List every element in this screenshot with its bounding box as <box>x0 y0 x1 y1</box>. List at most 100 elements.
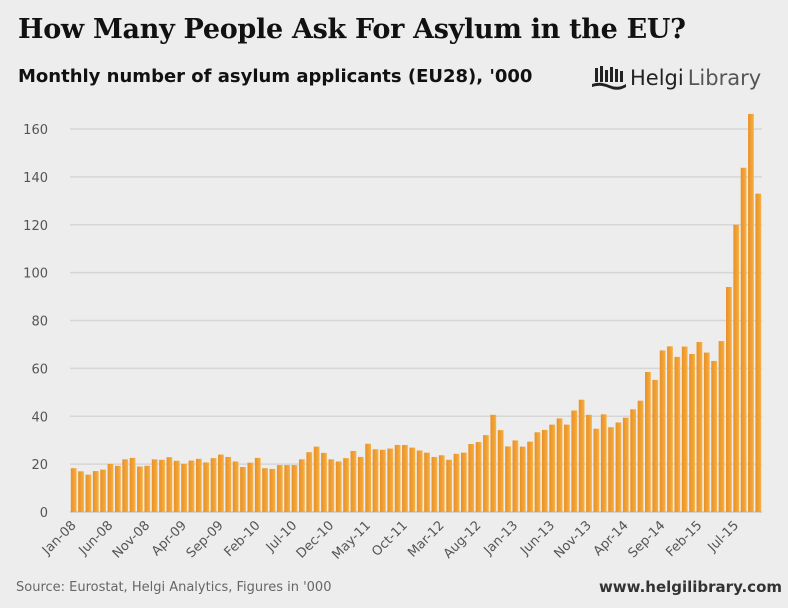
y-tick-label: 100 <box>23 267 48 282</box>
bar <box>652 379 659 512</box>
bar <box>321 452 327 512</box>
y-tick-label: 140 <box>23 171 48 186</box>
bar <box>402 444 408 512</box>
bar <box>372 449 379 512</box>
bar <box>394 444 401 512</box>
bar <box>188 460 195 512</box>
bar <box>225 456 232 512</box>
bar <box>424 452 430 512</box>
bar <box>365 443 372 512</box>
bar <box>195 458 202 512</box>
chart-title: How Many People Ask For Asylum in the EU… <box>18 14 686 45</box>
bar <box>549 424 556 512</box>
bar <box>254 457 261 512</box>
y-tick-label: 120 <box>23 219 48 234</box>
bar <box>755 193 762 512</box>
x-tick-label: Oct-11 <box>369 518 411 560</box>
bar <box>159 459 165 512</box>
bar <box>527 441 533 512</box>
x-tick-label: Nov-08 <box>110 518 153 561</box>
bar <box>468 444 475 512</box>
bar <box>70 468 77 512</box>
bar <box>475 442 482 512</box>
x-tick-label: Sep-09 <box>184 518 227 561</box>
bar <box>409 447 416 512</box>
bar <box>608 427 614 512</box>
y-tick-label: 20 <box>31 458 48 473</box>
bar <box>740 167 747 512</box>
bar <box>166 457 173 512</box>
x-tick-label: Aug-12 <box>441 518 485 562</box>
x-tick-label: Jan-13 <box>481 518 522 559</box>
bar <box>92 471 99 512</box>
bar <box>534 432 541 512</box>
bar <box>100 469 106 512</box>
site-url[interactable]: www.helgilibrary.com <box>598 578 782 596</box>
bar <box>218 454 224 512</box>
chart-subtitle: Monthly number of asylum applicants (EU2… <box>18 66 533 87</box>
y-tick-label: 160 <box>23 123 48 138</box>
x-tick-label: Jan-08 <box>39 518 80 559</box>
bar <box>733 224 740 512</box>
bar <box>181 463 187 512</box>
bar <box>328 459 335 512</box>
x-tick-label: Feb-10 <box>222 518 264 560</box>
bar <box>335 461 342 512</box>
bar <box>696 342 703 512</box>
source-note: Source: Eurostat, Helgi Analytics, Figur… <box>16 580 332 595</box>
x-tick-label: Jul-15 <box>705 518 742 555</box>
x-tick-label: Sep-14 <box>625 518 668 561</box>
bar <box>571 410 578 512</box>
bar <box>78 471 84 512</box>
bar <box>247 462 254 512</box>
bar <box>622 417 629 512</box>
bar <box>431 456 438 512</box>
bar <box>380 449 386 512</box>
bar <box>357 456 364 512</box>
x-tick-label: Jun-08 <box>76 518 117 559</box>
bar <box>556 418 563 512</box>
logo-text-helgi: Helgi <box>630 66 684 90</box>
bar <box>313 446 320 512</box>
helgi-library-logo: Helgi Library <box>592 64 761 92</box>
bar <box>689 354 695 512</box>
bar <box>600 414 607 512</box>
bar <box>173 460 180 512</box>
bar <box>269 468 276 512</box>
bar <box>564 424 570 512</box>
y-tick-label: 40 <box>31 410 48 425</box>
logo-text-library: Library <box>687 66 762 90</box>
bar <box>85 474 92 512</box>
y-tick-label: 0 <box>40 506 48 521</box>
bar <box>107 463 114 512</box>
bar <box>497 430 504 512</box>
bar <box>122 459 129 512</box>
bar <box>284 465 291 512</box>
y-tick-label: 80 <box>31 315 48 330</box>
bar <box>674 356 681 512</box>
x-tick-label: May-11 <box>330 518 374 562</box>
bar <box>593 428 600 512</box>
bar <box>645 371 651 512</box>
bar <box>240 466 246 512</box>
bar <box>151 459 158 512</box>
bar <box>210 458 217 512</box>
bar <box>460 452 467 512</box>
bar <box>490 414 497 512</box>
x-tick-label: Nov-13 <box>552 518 595 561</box>
bar <box>711 360 718 512</box>
bar <box>637 400 644 512</box>
bar <box>438 455 445 512</box>
y-tick-label: 60 <box>31 362 48 377</box>
bar <box>343 458 349 512</box>
bar <box>748 113 754 512</box>
bar <box>232 461 239 512</box>
bar <box>114 465 121 512</box>
bar <box>630 409 637 512</box>
bar <box>726 286 732 512</box>
bar <box>615 422 622 512</box>
bar <box>203 462 210 512</box>
bar <box>144 465 151 512</box>
